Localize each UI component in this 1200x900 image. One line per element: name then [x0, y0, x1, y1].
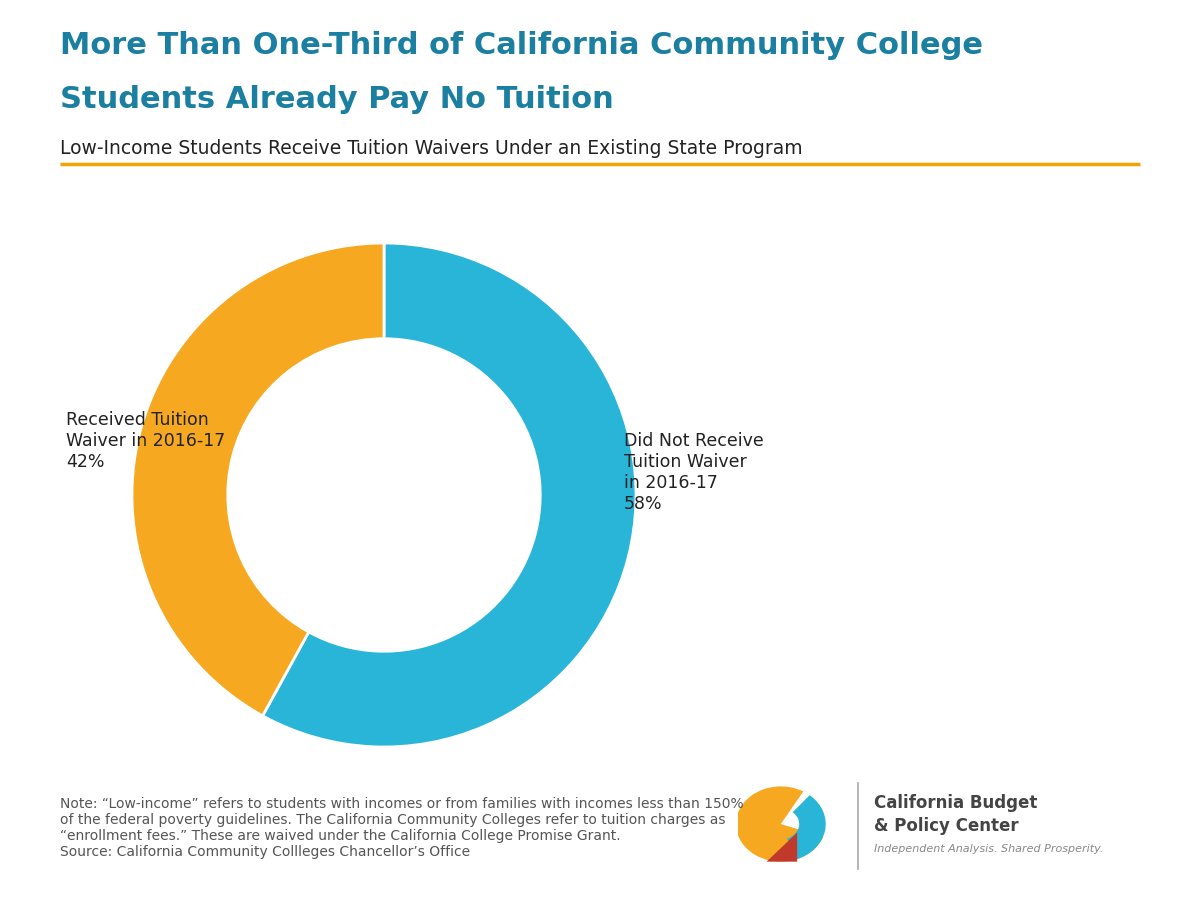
- Text: Low-Income Students Receive Tuition Waivers Under an Existing State Program: Low-Income Students Receive Tuition Waiv…: [60, 140, 803, 158]
- Text: More Than One-Third of California Community College: More Than One-Third of California Commun…: [60, 32, 983, 60]
- Text: California Budget: California Budget: [874, 794, 1037, 812]
- Text: Received Tuition
Waiver in 2016-17
42%: Received Tuition Waiver in 2016-17 42%: [66, 411, 226, 471]
- Wedge shape: [787, 796, 826, 860]
- Polygon shape: [767, 832, 797, 861]
- Text: Note: “Low-income” refers to students with incomes or from families with incomes: Note: “Low-income” refers to students wi…: [60, 796, 744, 860]
- Text: & Policy Center: & Policy Center: [874, 817, 1019, 835]
- Wedge shape: [263, 243, 636, 747]
- Text: Did Not Receive
Tuition Waiver
in 2016-17
58%: Did Not Receive Tuition Waiver in 2016-1…: [624, 432, 763, 513]
- Text: Independent Analysis. Shared Prosperity.: Independent Analysis. Shared Prosperity.: [874, 844, 1103, 854]
- Wedge shape: [736, 787, 823, 861]
- Text: Students Already Pay No Tuition: Students Already Pay No Tuition: [60, 86, 613, 114]
- Wedge shape: [132, 243, 384, 716]
